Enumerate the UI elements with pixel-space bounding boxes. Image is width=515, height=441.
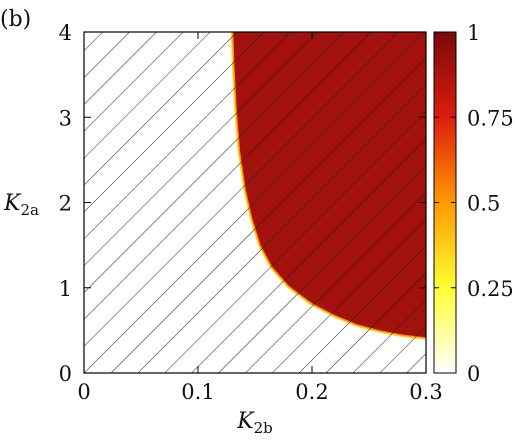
y-tick-label: 0 bbox=[59, 362, 72, 386]
colorbar-tick-label: 0 bbox=[467, 362, 480, 386]
y-axis-label: K2a bbox=[3, 191, 39, 219]
panel-label: (b) bbox=[0, 7, 31, 32]
y-axis-label-main: K bbox=[3, 191, 22, 216]
y-tick-label: 3 bbox=[59, 106, 72, 130]
x-axis-label-main: K bbox=[236, 409, 255, 434]
y-tick-label: 2 bbox=[59, 192, 72, 216]
y-tick-label: 1 bbox=[59, 277, 72, 301]
x-tick-label: 0.1 bbox=[181, 380, 214, 404]
colorbar: 0 0.25 0.5 0.75 1 bbox=[433, 21, 514, 386]
x-tick-label: 0.3 bbox=[409, 380, 442, 404]
colorbar-tick-label: 0.75 bbox=[467, 106, 514, 130]
y-axis: 0 1 2 3 4 bbox=[59, 21, 426, 386]
x-axis: 0 0.1 0.2 0.3 bbox=[77, 32, 443, 404]
colorbar-tick-label: 0.25 bbox=[467, 277, 514, 301]
hatch-overlay bbox=[84, 32, 426, 373]
y-axis-label-subscript: 2a bbox=[20, 201, 39, 219]
x-axis-label: K2b bbox=[236, 409, 273, 436]
x-tick-label: 0 bbox=[77, 380, 90, 404]
x-axis-label-subscript: 2b bbox=[254, 419, 273, 436]
y-tick-label: 4 bbox=[59, 21, 72, 45]
plot-area bbox=[83, 31, 427, 374]
colorbar-tick-label: 0.5 bbox=[467, 192, 500, 216]
colorbar-tick-label: 1 bbox=[467, 21, 480, 45]
x-tick-label: 0.2 bbox=[295, 380, 328, 404]
